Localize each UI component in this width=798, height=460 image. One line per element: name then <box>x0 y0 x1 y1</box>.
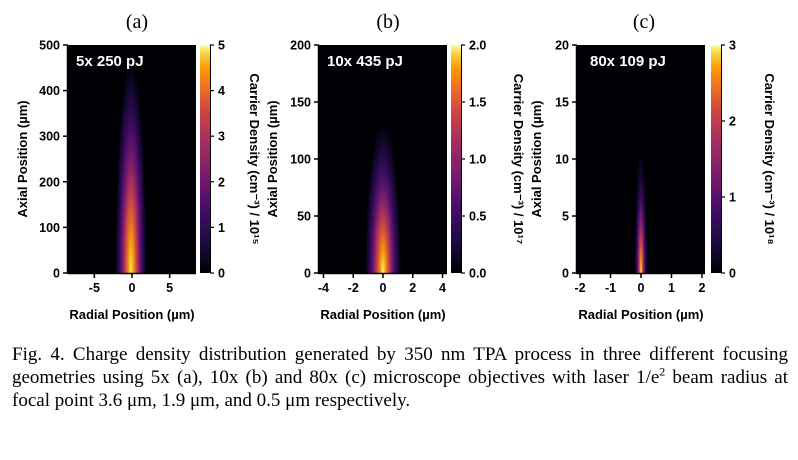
panel-a-xtick-label: 5 <box>166 281 173 295</box>
panel-b-ticks: -4 -2 0 2 4 0 50 100 150 200 <box>290 39 446 296</box>
panel-c-ytick-label: 5 <box>562 210 569 224</box>
panel-a-cbar-tick-label: 3 <box>218 130 225 144</box>
panel-c-xtick-label: 1 <box>668 281 675 295</box>
caption-superscript: 2 <box>659 364 666 379</box>
panel-b-inset-label: 10x 435 pJ <box>327 53 403 70</box>
panel-c-xtick-label: 0 <box>638 281 645 295</box>
heatmap-c-plume <box>577 45 705 273</box>
panel-b-ytick-label: 150 <box>290 96 311 110</box>
panel-c-cbar-tick-label: 1 <box>729 191 736 205</box>
panel-a-colorbar-ticks: 0 1 2 3 4 5 <box>210 39 225 281</box>
panel-a-colorbar-label: Carrier Density (cm⁻³) / 10¹⁵ <box>247 73 262 244</box>
panel-b-ytick-label: 100 <box>290 153 311 167</box>
panel-a-inset-label: 5x 250 pJ <box>76 53 144 70</box>
figure-caption: Fig. 4. Charge density distribution gene… <box>12 343 788 412</box>
panel-a-letter: (a) <box>126 11 148 33</box>
panel-c-ytick-label: 0 <box>562 267 569 281</box>
panel-b-xtick-label: 0 <box>380 281 387 295</box>
panel-c-xtick-label: 2 <box>698 281 705 295</box>
panel-a-ylabel: Axial Position (µm) <box>15 100 30 217</box>
panel-b-cbar-tick-label: 1.0 <box>469 153 486 167</box>
panel-c-cbar-tick-label: 0 <box>729 267 736 281</box>
panel-c-ytick-label: 10 <box>555 153 569 167</box>
panel-a-cbar-tick-label: 2 <box>218 175 225 189</box>
heatmap-b-plume <box>319 45 447 273</box>
panel-b-xtick-label: 4 <box>439 281 446 295</box>
heatmap-a-plume <box>68 45 196 273</box>
panel-a-ytick-label: 0 <box>53 267 60 281</box>
figure-4: (a) (b) (c) 5x 250 pJ -5 0 501002003004005… <box>15 11 777 323</box>
panel-a-xtick-label: -5 <box>89 281 100 295</box>
panel-b-cbar-tick-label: 1.5 <box>469 96 486 110</box>
panel-b-cbar-tick-label: 0.5 <box>469 210 486 224</box>
panel-a-xtick-label: 0 <box>129 281 136 295</box>
panel-a-ytick-label: 300 <box>39 130 60 144</box>
panel-b-letter: (b) <box>376 11 399 33</box>
panel-c-inset-label: 80x 109 pJ <box>590 53 666 70</box>
panel-b-cbar-tick-label: 2.0 <box>469 39 486 53</box>
panel-a-colorbar <box>200 45 210 273</box>
caption-text-end: beam radius at focal point 3.6 μm, 1.9 μ… <box>12 367 788 411</box>
panel-c-letter: (c) <box>633 11 655 33</box>
caption-text-start: Fig. 4. Charge density distribution gene… <box>12 344 788 388</box>
panel-b-xtick-label: 2 <box>409 281 416 295</box>
panel-a-ytick-label: 400 <box>39 84 60 98</box>
panel-c-xtick-label: -2 <box>574 281 585 295</box>
panel-a-ytick-label: 200 <box>39 175 60 189</box>
panel-c-colorbar <box>711 45 721 273</box>
panel-a-ytick-label: 500 <box>39 39 60 53</box>
panel-c-colorbar-ticks: 0 1 2 3 <box>721 39 736 281</box>
panel-c-cbar-tick-label: 2 <box>729 115 736 129</box>
panel-b-colorbar-ticks: 0.0 0.5 1.0 1.5 2.0 <box>461 39 486 281</box>
panel-a-cbar-tick-label: 1 <box>218 221 225 235</box>
panel-c-ytick-label: 20 <box>555 39 569 53</box>
panel-b-ytick-label: 0 <box>304 267 311 281</box>
panel-b-xtick-label: -2 <box>348 281 359 295</box>
panel-c-xtick-label: -1 <box>605 281 616 295</box>
panel-a-ytick-label: 100 <box>39 221 60 235</box>
panel-a-xlabel: Radial Position (µm) <box>69 307 194 322</box>
panel-a-cbar-tick-label: 4 <box>218 84 225 98</box>
panel-b-ylabel: Axial Position (µm) <box>265 100 280 217</box>
panel-b-colorbar-label: Carrier Density (cm⁻³) / 10¹⁷ <box>511 74 526 244</box>
panel-c-ylabel: Axial Position (µm) <box>529 100 544 217</box>
panel-b-xlabel: Radial Position (µm) <box>320 307 445 322</box>
panel-b: 10x 435 pJ -4 -2 0 2 4 0 50 100 150 200 Radial Po… <box>265 39 526 323</box>
panel-c-colorbar-label: Carrier Density (cm⁻³) / 10¹⁸ <box>762 73 777 244</box>
panel-a-cbar-tick-label: 5 <box>218 39 225 53</box>
panel-a-cbar-tick-label: 0 <box>218 267 225 281</box>
panel-c-cbar-tick-label: 3 <box>729 39 736 53</box>
panel-b-cbar-tick-label: 0.0 <box>469 267 486 281</box>
panel-b-xtick-label: -4 <box>318 281 329 295</box>
panel-b-colorbar <box>451 45 461 273</box>
panel-c-ytick-label: 15 <box>555 96 569 110</box>
panel-c-xlabel: Radial Position (µm) <box>578 307 703 322</box>
panel-b-ytick-label: 50 <box>297 210 311 224</box>
panel-b-ytick-label: 200 <box>290 39 311 53</box>
